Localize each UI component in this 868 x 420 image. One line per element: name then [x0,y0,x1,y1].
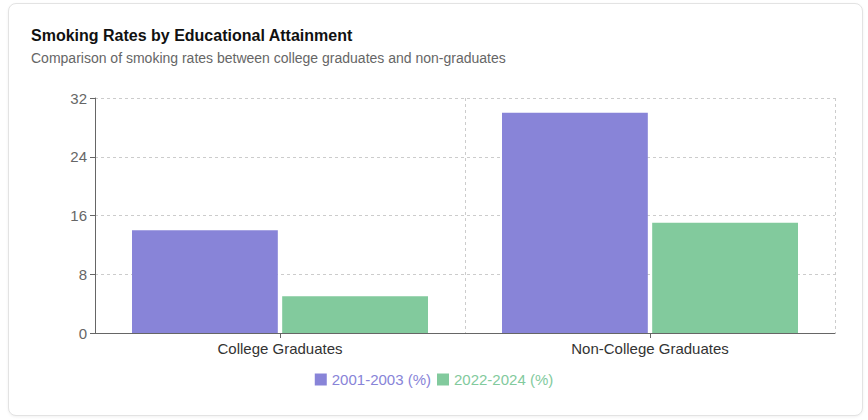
svg-text:Non-College Graduates: Non-College Graduates [571,340,729,357]
svg-text:16: 16 [70,207,87,224]
svg-text:0: 0 [79,325,87,342]
svg-text:32: 32 [70,90,87,107]
svg-text:Smoking Rates by Educational A: Smoking Rates by Educational Attainment [31,27,353,44]
svg-text:2001-2003 (%): 2001-2003 (%) [332,371,431,388]
svg-text:2022-2024 (%): 2022-2024 (%) [454,371,553,388]
svg-text:College Graduates: College Graduates [217,340,342,357]
svg-text:Comparison of smoking rates be: Comparison of smoking rates between coll… [31,50,506,66]
svg-text:8: 8 [79,266,87,283]
svg-text:24: 24 [70,148,87,165]
